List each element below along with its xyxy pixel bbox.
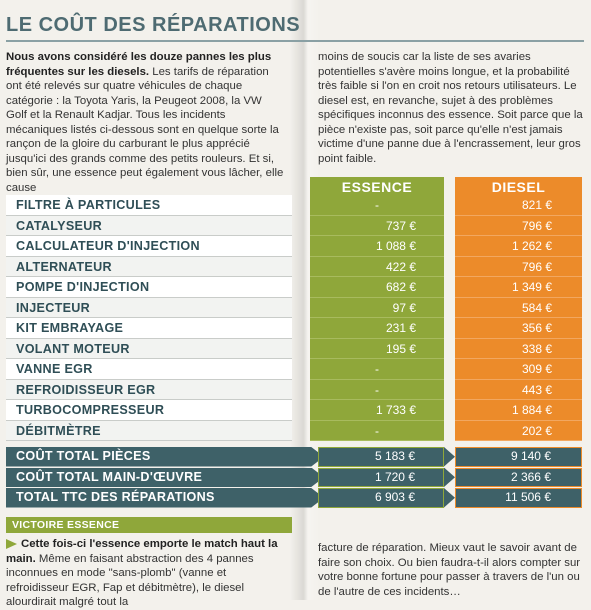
diesel-cost: 443 € bbox=[455, 379, 582, 400]
essence-cost: 682 € bbox=[310, 277, 444, 298]
diesel-cost: 796 € bbox=[455, 256, 582, 277]
essence-cost: 1 733 € bbox=[310, 400, 444, 421]
verdict-paragraph: Cette fois-ci l'essence emporte le match… bbox=[6, 537, 290, 610]
total-row: TOTAL TTC DES RÉPARATIONS 6 903 € 11 506… bbox=[0, 488, 591, 509]
diesel-cost: 821 € bbox=[455, 195, 582, 216]
table-row: INJECTEUR 97 € 584 € bbox=[0, 297, 591, 318]
title-divider bbox=[6, 40, 584, 42]
table-row: VANNE EGR - 309 € bbox=[0, 359, 591, 380]
diesel-cost: 584 € bbox=[455, 297, 582, 318]
diesel-total: 9 140 € bbox=[455, 447, 582, 467]
page-title: LE COÛT DES RÉPARATIONS bbox=[6, 14, 301, 36]
table-row: REFROIDISSEUR EGR - 443 € bbox=[0, 379, 591, 400]
total-row: COÛT TOTAL MAIN-D'ŒUVRE 1 720 € 2 366 € bbox=[0, 467, 591, 489]
verdict-lead: Cette fois-ci l'essence emporte le match… bbox=[6, 538, 278, 565]
row-label: TURBOCOMPRESSEUR bbox=[6, 400, 292, 421]
total-label: COÛT TOTAL MAIN-D'ŒUVRE bbox=[6, 467, 324, 487]
diesel-cost: 202 € bbox=[455, 420, 582, 441]
diesel-total: 11 506 € bbox=[455, 488, 582, 508]
diesel-total: 2 366 € bbox=[455, 467, 582, 487]
row-label: CATALYSEUR bbox=[6, 215, 292, 236]
diesel-cost: 1 262 € bbox=[455, 236, 582, 257]
row-label: DÉBITMÈTRE bbox=[6, 420, 292, 441]
table-row: FILTRE À PARTICULES - 821 € bbox=[0, 195, 591, 216]
header-diesel: DIESEL bbox=[455, 177, 582, 198]
diesel-cost: 796 € bbox=[455, 215, 582, 236]
essence-cost: - bbox=[310, 195, 444, 216]
diesel-cost: 1 349 € bbox=[455, 277, 582, 298]
row-label: VANNE EGR bbox=[6, 359, 292, 380]
row-label: POMPE D'INJECTION bbox=[6, 277, 292, 298]
row-label: FILTRE À PARTICULES bbox=[6, 195, 292, 216]
table-row: CALCULATEUR D'INJECTION 1 088 € 1 262 € bbox=[0, 236, 591, 257]
diesel-cost: 338 € bbox=[455, 338, 582, 359]
diesel-cost: 1 884 € bbox=[455, 400, 582, 421]
row-label: REFROIDISSEUR EGR bbox=[6, 379, 292, 400]
essence-cost: 97 € bbox=[310, 297, 444, 318]
arrow-right-icon bbox=[6, 538, 17, 549]
arrow-connector bbox=[444, 447, 455, 467]
essence-cost: 195 € bbox=[310, 338, 444, 359]
intro-lead: Nous avons considéré les douze pannes le… bbox=[6, 51, 272, 78]
arrow-connector bbox=[444, 488, 455, 508]
essence-cost: - bbox=[310, 359, 444, 380]
intro-body: Les tarifs de réparation ont été relevés… bbox=[6, 65, 284, 194]
essence-cost: - bbox=[310, 420, 444, 441]
table-row: DÉBITMÈTRE - 202 € bbox=[0, 420, 591, 441]
essence-cost: 231 € bbox=[310, 318, 444, 339]
diesel-cost: 356 € bbox=[455, 318, 582, 339]
essence-cost: - bbox=[310, 379, 444, 400]
row-label: VOLANT MOTEUR bbox=[6, 338, 292, 359]
table-row: ALTERNATEUR 422 € 796 € bbox=[0, 256, 591, 277]
row-label: ALTERNATEUR bbox=[6, 256, 292, 277]
essence-cost: 737 € bbox=[310, 215, 444, 236]
total-label: COÛT TOTAL PIÈCES bbox=[6, 447, 324, 467]
verdict-banner: VICTOIRE ESSENCE bbox=[6, 517, 292, 533]
verdict-continuation: facture de réparation. Mieux vaut le sav… bbox=[318, 542, 581, 598]
table-row: POMPE D'INJECTION 682 € 1 349 € bbox=[0, 277, 591, 298]
essence-total: 6 903 € bbox=[318, 488, 444, 508]
intro-continuation: moins de soucis car la liste de ses avar… bbox=[318, 51, 583, 165]
total-label: TOTAL TTC DES RÉPARATIONS bbox=[6, 488, 324, 508]
essence-cost: 422 € bbox=[310, 256, 444, 277]
repair-cost-table: FILTRE À PARTICULES - 821 € CATALYSEUR 7… bbox=[0, 195, 591, 441]
row-label: INJECTEUR bbox=[6, 297, 292, 318]
header-essence: ESSENCE bbox=[310, 177, 444, 198]
total-row: COÛT TOTAL PIÈCES 5 183 € 9 140 € bbox=[0, 447, 591, 468]
table-row: KIT EMBRAYAGE 231 € 356 € bbox=[0, 318, 591, 339]
essence-cost: 1 088 € bbox=[310, 236, 444, 257]
table-row: VOLANT MOTEUR 195 € 338 € bbox=[0, 338, 591, 359]
table-row: TURBOCOMPRESSEUR 1 733 € 1 884 € bbox=[0, 400, 591, 421]
arrow-connector bbox=[444, 467, 455, 487]
essence-total: 1 720 € bbox=[318, 467, 444, 487]
row-label: KIT EMBRAYAGE bbox=[6, 318, 292, 339]
intro-paragraph: Nous avons considéré les douze pannes le… bbox=[6, 50, 284, 195]
essence-total: 5 183 € bbox=[318, 447, 444, 467]
totals-block: COÛT TOTAL PIÈCES 5 183 € 9 140 € COÛT T… bbox=[0, 447, 591, 509]
diesel-cost: 309 € bbox=[455, 359, 582, 380]
table-row: CATALYSEUR 737 € 796 € bbox=[0, 215, 591, 236]
row-label: CALCULATEUR D'INJECTION bbox=[6, 236, 292, 257]
